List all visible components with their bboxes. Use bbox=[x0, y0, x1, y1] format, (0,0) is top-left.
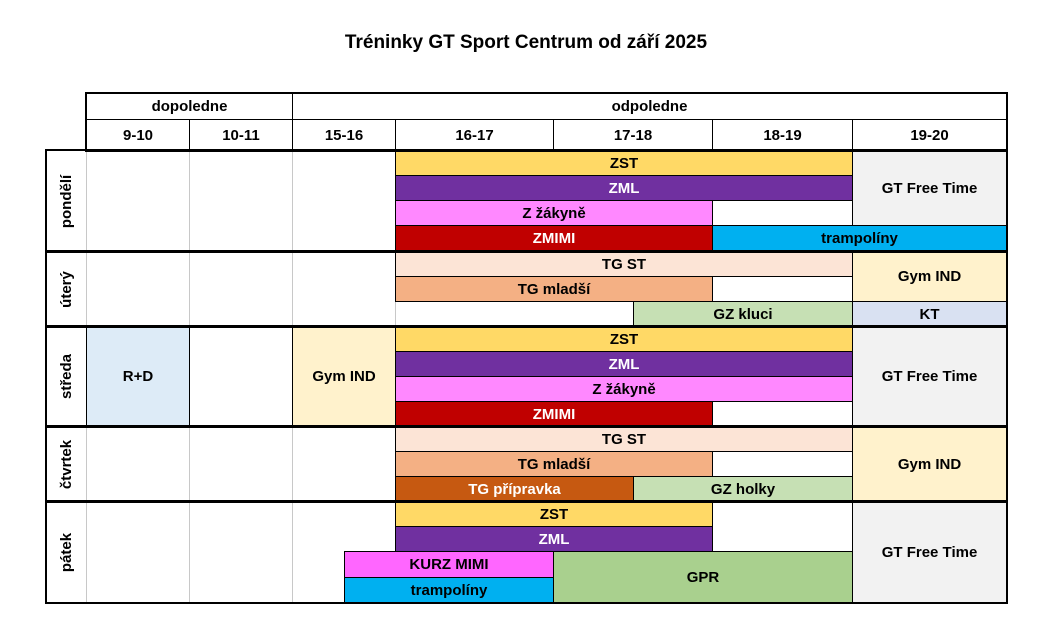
session-gt-free-time: GT Free Time bbox=[852, 150, 1007, 226]
session-z-zakyne: Z žákyně bbox=[395, 376, 853, 402]
session-tg-st: TG ST bbox=[395, 426, 853, 452]
day-label-text: středa bbox=[58, 353, 75, 400]
empty-cell bbox=[189, 501, 293, 603]
session-gz-kluci: GZ kluci bbox=[633, 301, 853, 327]
session-tg-mladsi: TG mladší bbox=[395, 276, 713, 302]
schedule-title: Tréninky GT Sport Centrum od září 2025 bbox=[344, 32, 708, 53]
session-zml: ZML bbox=[395, 526, 713, 552]
session-zml: ZML bbox=[395, 351, 853, 377]
empty-cell bbox=[395, 301, 634, 327]
session-gym-ind: Gym IND bbox=[852, 426, 1007, 502]
empty-cell bbox=[86, 501, 190, 603]
day-label-text: čtvrtek bbox=[58, 439, 76, 489]
time-slot-header: 9-10 bbox=[86, 119, 190, 151]
session-r-d: R+D bbox=[86, 326, 190, 427]
session-tg-pripravka: TG přípravka bbox=[395, 476, 634, 502]
session-zmimi: ZMIMI bbox=[395, 401, 713, 427]
session-trampoliny: trampolíny bbox=[712, 225, 1007, 252]
session-gt-free-time: GT Free Time bbox=[852, 501, 1007, 603]
session-zst: ZST bbox=[395, 326, 853, 352]
session-kurz-mimi: KURZ MIMI bbox=[344, 551, 554, 578]
session-zst: ZST bbox=[395, 150, 853, 176]
day-label: úterý bbox=[46, 251, 87, 327]
time-slot-header: 15-16 bbox=[292, 119, 396, 151]
day-label-text: úterý bbox=[58, 270, 75, 308]
session-gt-free-time: GT Free Time bbox=[852, 326, 1007, 427]
empty-cell bbox=[189, 426, 293, 502]
session-z-zakyne: Z žákyně bbox=[395, 200, 713, 226]
period-header-afternoon: odpoledne bbox=[292, 93, 1007, 120]
empty-cell bbox=[712, 501, 853, 552]
empty-cell bbox=[86, 426, 190, 502]
day-label: pondělí bbox=[46, 150, 87, 252]
empty-cell bbox=[292, 150, 396, 252]
empty-cell bbox=[189, 326, 293, 427]
session-zml: ZML bbox=[395, 175, 853, 201]
session-gym-ind: Gym IND bbox=[852, 251, 1007, 302]
day-label-text: pátek bbox=[58, 532, 75, 572]
time-slot-header: 18-19 bbox=[712, 119, 853, 151]
session-zst: ZST bbox=[395, 501, 713, 527]
session-gym-ind: Gym IND bbox=[292, 326, 396, 427]
session-tg-mladsi: TG mladší bbox=[395, 451, 713, 477]
empty-cell bbox=[292, 426, 396, 502]
time-slot-header: 10-11 bbox=[189, 119, 293, 151]
session-gpr: GPR bbox=[553, 551, 853, 603]
day-label: pátek bbox=[46, 501, 87, 603]
empty-cell bbox=[712, 200, 853, 226]
session-kt: KT bbox=[852, 301, 1007, 327]
session-gz-holky: GZ holky bbox=[633, 476, 853, 502]
empty-cell bbox=[712, 401, 853, 427]
day-label: čtvrtek bbox=[46, 426, 87, 502]
empty-cell bbox=[712, 451, 853, 477]
empty-cell bbox=[189, 251, 293, 327]
time-slot-header: 19-20 bbox=[852, 119, 1007, 151]
empty-cell bbox=[189, 150, 293, 252]
empty-cell bbox=[292, 251, 396, 327]
empty-cell bbox=[86, 150, 190, 252]
day-label-text: pondělí bbox=[58, 174, 76, 228]
session-zmimi: ZMIMI bbox=[395, 225, 713, 252]
time-slot-header: 17-18 bbox=[553, 119, 713, 151]
session-tg-st: TG ST bbox=[395, 251, 853, 277]
period-header-morning: dopoledne bbox=[86, 93, 293, 120]
empty-cell bbox=[712, 276, 853, 302]
session-trampoliny: trampolíny bbox=[344, 577, 554, 603]
time-slot-header: 16-17 bbox=[395, 119, 554, 151]
empty-cell bbox=[86, 251, 190, 327]
day-label: středa bbox=[46, 326, 87, 427]
